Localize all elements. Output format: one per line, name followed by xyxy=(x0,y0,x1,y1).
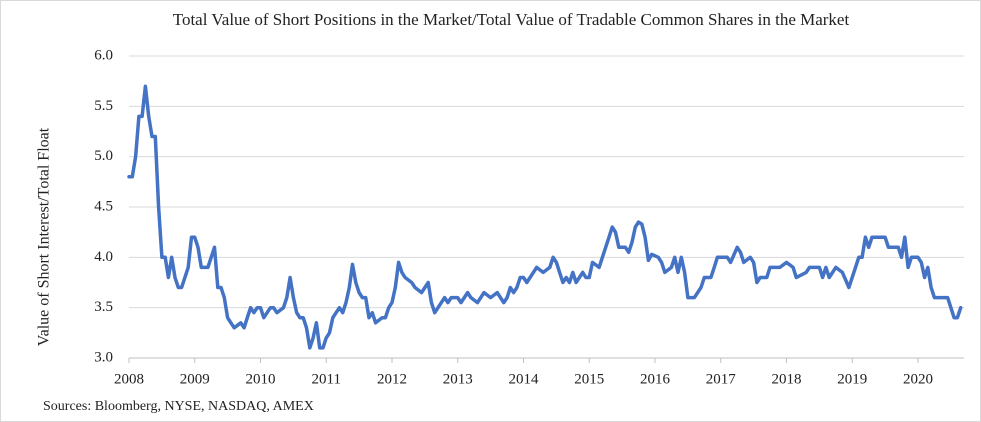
x-tick-label: 2009 xyxy=(180,371,210,387)
chart-title: Total Value of Short Positions in the Ma… xyxy=(172,10,850,29)
x-tick-label: 2020 xyxy=(903,371,933,387)
x-tick-label: 2019 xyxy=(837,371,867,387)
x-tick-label: 2008 xyxy=(114,371,144,387)
x-tick-label: 2011 xyxy=(312,371,341,387)
y-tick-label: 5.0 xyxy=(94,148,113,164)
y-tick-label: 4.0 xyxy=(94,249,113,265)
y-tick-label: 3.5 xyxy=(94,299,113,315)
x-tick-label: 2010 xyxy=(245,371,275,387)
x-tick-label: 2014 xyxy=(508,371,539,387)
y-tick-label: 3.0 xyxy=(94,349,113,365)
y-axis-label: Value of Short Interest/Total Float xyxy=(36,127,53,346)
x-tick-label: 2013 xyxy=(443,371,473,387)
y-tick-label: 5.5 xyxy=(94,98,113,114)
source-note: Sources: Bloomberg, NYSE, NASDAQ, AMEX xyxy=(43,399,314,414)
data-line xyxy=(127,84,963,350)
x-tick-label: 2017 xyxy=(706,371,737,387)
y-tick-label: 4.5 xyxy=(94,198,113,214)
x-tick-label: 2015 xyxy=(574,371,604,387)
x-tick-label: 2018 xyxy=(771,371,801,387)
x-tick-label: 2016 xyxy=(640,371,671,387)
y-tick-label: 6.0 xyxy=(94,47,113,63)
x-tick-label: 2012 xyxy=(377,371,407,387)
